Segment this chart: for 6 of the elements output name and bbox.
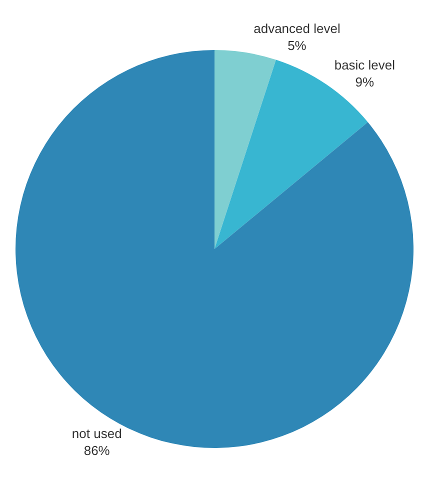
data-label: 5% (288, 38, 307, 53)
slice-label: not used (72, 426, 122, 442)
data-label: 9% (355, 74, 375, 90)
slice-label: advanced level (254, 20, 340, 36)
data-label: 86% (84, 443, 110, 458)
slice-label: basic level (334, 58, 396, 73)
